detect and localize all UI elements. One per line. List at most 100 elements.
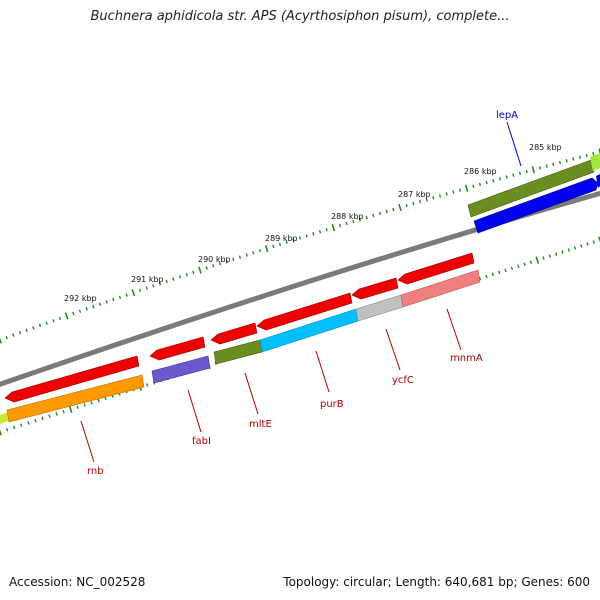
tick-mark xyxy=(92,304,95,309)
tick-mark xyxy=(18,330,22,335)
tick-mark xyxy=(125,293,128,297)
leader-line xyxy=(80,420,95,463)
gene-bar[interactable] xyxy=(151,355,211,384)
tick-mark xyxy=(510,266,514,271)
tick-mark xyxy=(165,279,168,284)
tick-mark xyxy=(573,246,577,250)
tick-mark xyxy=(205,266,208,270)
gene-arrow[interactable] xyxy=(149,336,206,361)
gene-arrow[interactable] xyxy=(351,277,399,300)
tick-mark xyxy=(68,405,73,414)
tick-mark xyxy=(5,427,9,432)
tick-mark xyxy=(505,175,508,179)
tick-mark xyxy=(5,335,8,340)
gene-bar[interactable] xyxy=(355,294,404,322)
tick-mark xyxy=(498,270,501,275)
gene-arrow[interactable] xyxy=(210,322,258,345)
tick-mark xyxy=(572,157,575,161)
tick-mark xyxy=(12,333,15,337)
tick-mark xyxy=(131,289,136,297)
tick-mark xyxy=(172,277,175,281)
gene-bar[interactable] xyxy=(6,374,145,423)
tick-mark xyxy=(198,266,202,274)
gene-label-lepA[interactable]: lepA xyxy=(496,110,518,121)
tick-mark xyxy=(478,276,482,281)
tick-mark xyxy=(518,171,522,176)
gene-label-ycfC[interactable]: ycfC xyxy=(392,375,414,386)
tick-mark xyxy=(20,423,23,427)
gene-arrow[interactable] xyxy=(397,252,475,285)
gene-arrow[interactable] xyxy=(256,292,353,331)
tick-mark xyxy=(558,160,562,165)
gene-label-fabI[interactable]: fabI xyxy=(192,436,211,447)
tick-mark xyxy=(52,318,55,323)
tick-mark xyxy=(258,248,262,253)
tick-mark xyxy=(464,184,469,192)
tick-mark xyxy=(83,403,86,407)
tick-mark xyxy=(378,211,382,216)
gene-bar[interactable] xyxy=(467,159,595,218)
map-title: Buchnera aphidicola str. APS (Acyrthosip… xyxy=(90,9,510,24)
tick-mark xyxy=(598,236,600,243)
tick-mark xyxy=(445,192,448,196)
gene-label-mnmA[interactable]: mnmA xyxy=(450,353,483,364)
tick-mark xyxy=(62,409,65,414)
tick-mark xyxy=(64,312,69,320)
tick-mark xyxy=(232,257,235,262)
leader-line xyxy=(315,350,330,393)
tick-mark xyxy=(492,179,495,183)
colored-genes xyxy=(0,153,600,424)
tick-mark xyxy=(458,188,462,192)
leader-line xyxy=(446,308,462,351)
gene-arrow[interactable] xyxy=(4,355,140,403)
tick-mark xyxy=(598,148,600,156)
tick-mark xyxy=(542,256,545,260)
tick-mark xyxy=(338,223,342,228)
tick-mark xyxy=(372,213,375,218)
gene-label-mltE[interactable]: mltE xyxy=(249,419,272,430)
tick-mark xyxy=(285,240,288,244)
tick-mark xyxy=(586,242,589,246)
tick-mark xyxy=(245,253,248,257)
gene-label-purB[interactable]: purB xyxy=(320,399,344,410)
gene-leaders xyxy=(80,121,522,463)
gene-bar[interactable] xyxy=(400,269,481,308)
gene-labels: lepA rnb fabI mltE purB ycfC mnmA xyxy=(87,110,518,477)
tick-mark xyxy=(352,219,355,224)
tick-mark xyxy=(555,252,558,256)
tick-mark xyxy=(432,196,435,200)
gene-label-rnb[interactable]: rnb xyxy=(87,466,104,477)
tick-mark xyxy=(535,256,540,264)
tick-mark xyxy=(32,326,35,330)
tick-mark xyxy=(145,286,148,290)
tick-mark xyxy=(538,166,542,170)
tick-mark xyxy=(498,177,502,181)
tick-mark xyxy=(561,250,564,254)
tick-mark xyxy=(218,261,222,266)
leader-line xyxy=(187,389,202,433)
tick-mark xyxy=(298,236,302,240)
tick-mark xyxy=(238,255,242,259)
tick-mark xyxy=(398,203,402,212)
tick-mark xyxy=(212,264,215,268)
tick-mark xyxy=(567,248,570,252)
tick-mark xyxy=(90,401,93,405)
gene-bar[interactable] xyxy=(473,177,599,234)
tick-mark xyxy=(318,229,322,234)
tick-mark xyxy=(425,198,428,202)
scale-label-285: 285 kbp xyxy=(529,143,562,152)
tick-mark xyxy=(523,262,526,266)
tick-mark xyxy=(592,152,595,156)
tick-mark xyxy=(185,272,188,277)
leader-line xyxy=(385,328,401,371)
tick-mark xyxy=(345,221,348,226)
gene-bar[interactable] xyxy=(596,174,600,188)
tick-mark xyxy=(264,244,269,253)
tick-mark xyxy=(146,383,149,387)
gene-bar[interactable] xyxy=(590,153,600,171)
tick-mark xyxy=(485,180,488,185)
tick-mark xyxy=(531,166,536,174)
tick-mark xyxy=(325,227,328,232)
tick-mark xyxy=(225,259,228,264)
tick-mark xyxy=(504,268,507,273)
